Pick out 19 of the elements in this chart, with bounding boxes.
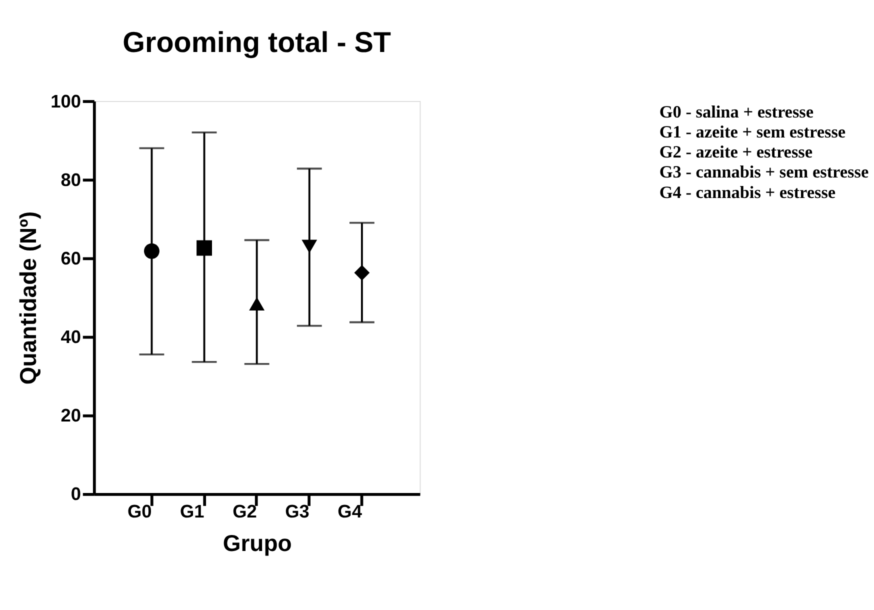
y-tick-label: 0 bbox=[70, 484, 81, 504]
x-tick-label: G0 bbox=[127, 501, 152, 522]
x-axis-title: Grupo bbox=[222, 530, 292, 556]
chart-title: Grooming total - ST bbox=[122, 27, 392, 60]
text: G4 - cannabis + estresse bbox=[659, 182, 836, 202]
x-tick-label: G1 bbox=[180, 501, 204, 522]
x-tick-label: G4 bbox=[338, 501, 363, 522]
text: G1 - azeite + sem estresse bbox=[659, 122, 846, 142]
text: G2 - azeite + estresse bbox=[659, 142, 813, 162]
text: G0 - salina + estresse bbox=[659, 102, 814, 122]
x-tick-label: G3 bbox=[285, 501, 310, 522]
y-tick-label: 40 bbox=[60, 327, 81, 348]
y-axis-title: Quantidade (Nº) bbox=[15, 211, 42, 385]
y-tick-label: 80 bbox=[60, 170, 81, 190]
y-tick-label: 20 bbox=[60, 406, 81, 426]
text: G3 - cannabis + sem estresse bbox=[659, 162, 869, 182]
x-tick-label: G2 bbox=[232, 501, 257, 522]
y-tick-label: 60 bbox=[60, 248, 81, 268]
y-tick-label: 100 bbox=[50, 91, 81, 112]
